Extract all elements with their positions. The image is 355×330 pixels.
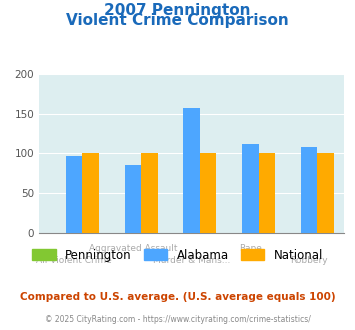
Text: Rape: Rape xyxy=(239,244,262,253)
Text: © 2025 CityRating.com - https://www.cityrating.com/crime-statistics/: © 2025 CityRating.com - https://www.city… xyxy=(45,315,310,324)
Text: Murder & Mans...: Murder & Mans... xyxy=(153,256,230,265)
Bar xyxy=(200,153,216,233)
Text: Violent Crime Comparison: Violent Crime Comparison xyxy=(66,13,289,28)
Bar xyxy=(184,108,200,233)
Bar xyxy=(66,156,82,233)
Bar xyxy=(125,165,141,233)
Bar xyxy=(317,153,334,233)
Text: Robbery: Robbery xyxy=(290,256,328,265)
Bar xyxy=(259,153,275,233)
Text: Compared to U.S. average. (U.S. average equals 100): Compared to U.S. average. (U.S. average … xyxy=(20,292,335,302)
Bar xyxy=(141,153,158,233)
Legend: Pennington, Alabama, National: Pennington, Alabama, National xyxy=(27,244,328,266)
Bar xyxy=(242,144,259,233)
Text: All Violent Crime: All Violent Crime xyxy=(37,256,112,265)
Bar xyxy=(301,147,317,233)
Bar xyxy=(82,153,99,233)
Text: Aggravated Assault: Aggravated Assault xyxy=(89,244,177,253)
Text: 2007 Pennington: 2007 Pennington xyxy=(104,3,251,18)
